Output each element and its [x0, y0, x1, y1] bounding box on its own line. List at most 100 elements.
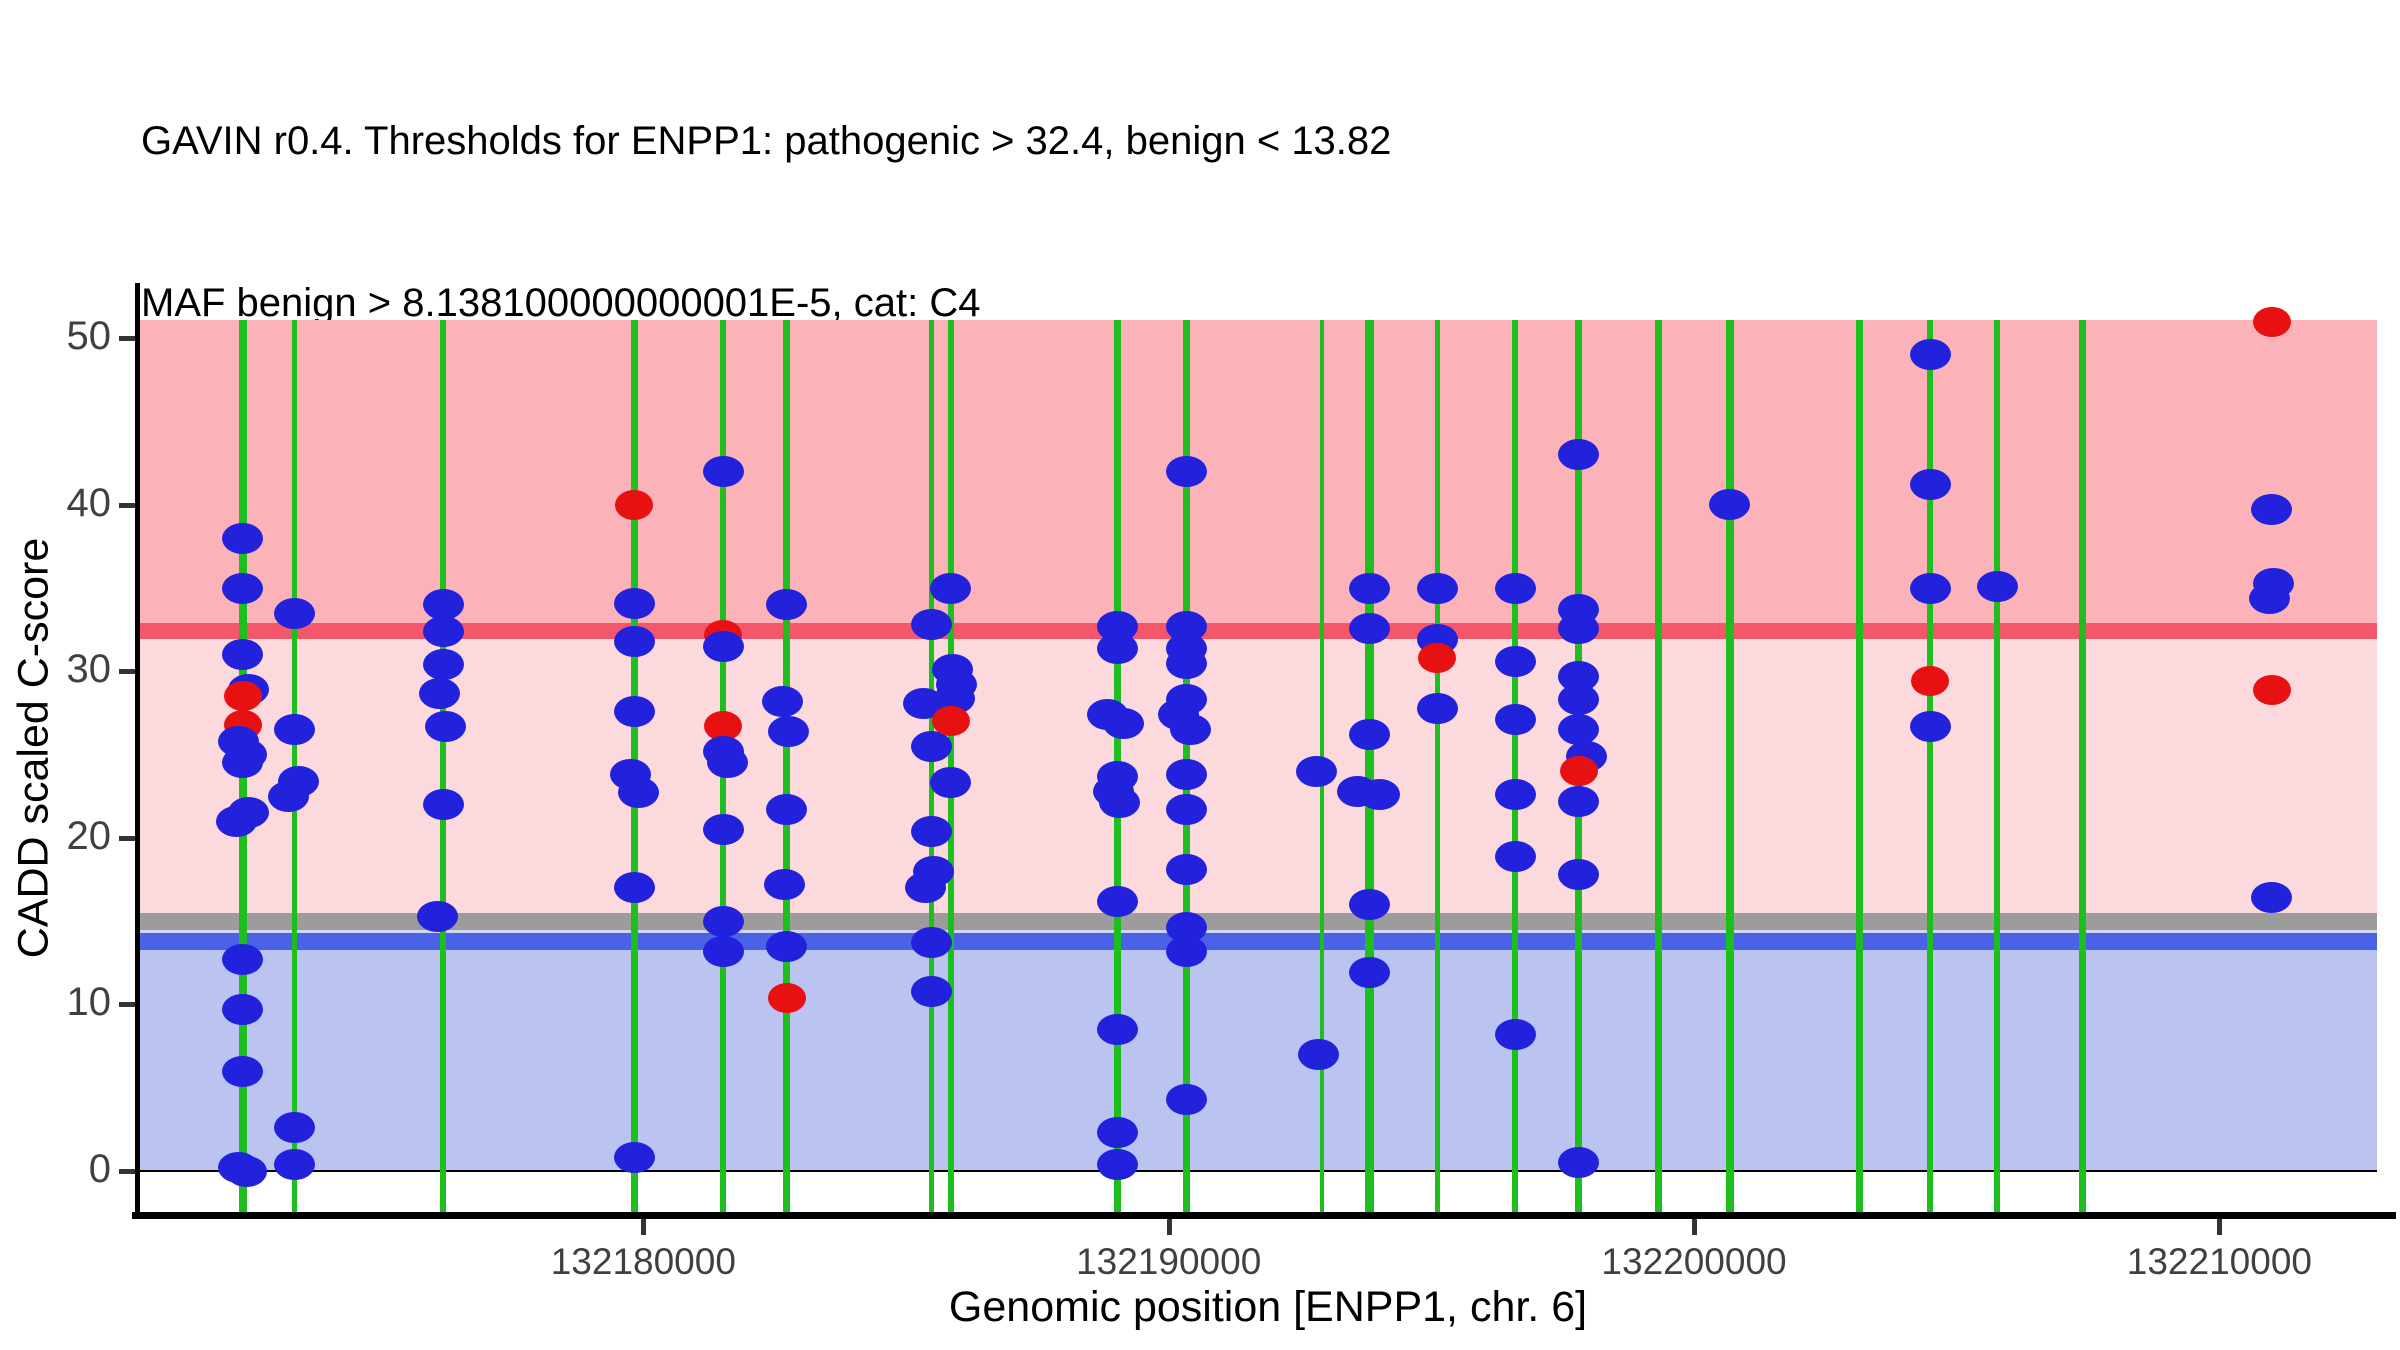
- gnomad-matched-point: [930, 572, 972, 604]
- y-tick-mark: [119, 336, 135, 342]
- gnomad-matched-point: [911, 927, 953, 959]
- exon-line: [929, 320, 935, 1212]
- gnomad-matched-point: [768, 715, 810, 747]
- gnomad-matched-point: [2249, 582, 2291, 614]
- exon-line: [1725, 320, 1734, 1212]
- gnomad-matched-point: [222, 1055, 264, 1087]
- gnomad-matched-point: [1103, 707, 1145, 739]
- y-tick-label: 0: [88, 1147, 111, 1191]
- gnomad-matched-point: [1558, 612, 1600, 644]
- gnomad-matched-point: [422, 789, 464, 821]
- gnomad-matched-point: [613, 587, 655, 619]
- y-tick-label: 20: [66, 813, 112, 858]
- gnomad-matched-point: [1165, 794, 1207, 826]
- gnomad-matched-point: [764, 869, 806, 901]
- y-tick-label: 40: [66, 480, 112, 525]
- gnomad-matched-point: [1348, 889, 1390, 921]
- clinvar-pathogenic-point: [223, 681, 262, 712]
- gnomad-matched-point: [1165, 1083, 1207, 1115]
- gnomad-matched-point: [706, 747, 748, 779]
- gnomad-matched-point: [274, 1112, 316, 1144]
- exon-line: [2078, 320, 2086, 1212]
- y-tick-mark: [119, 835, 135, 841]
- exon-line: [1434, 320, 1440, 1212]
- y-tick-mark: [119, 1002, 135, 1008]
- gnomad-matched-point: [274, 1148, 316, 1180]
- gnomad-matched-point: [1909, 469, 1951, 501]
- gnomad-matched-point: [911, 609, 953, 641]
- gnomad-matched-point: [702, 905, 744, 937]
- gnomad-matched-point: [1558, 859, 1600, 891]
- gnomad-matched-point: [416, 900, 458, 932]
- uncertain-region: [139, 631, 2377, 913]
- gnomad-matched-point: [1976, 570, 2018, 602]
- gnomad-matched-point: [1169, 714, 1211, 746]
- gnomad-matched-point: [766, 794, 808, 826]
- title-line-1: GAVIN r0.4. Thresholds for ENPP1: pathog…: [141, 119, 1392, 163]
- gnomad-matched-point: [2251, 882, 2293, 914]
- exon-line: [947, 320, 954, 1212]
- gnomad-matched-point: [1348, 957, 1390, 989]
- gnomad-matched-point: [1348, 719, 1390, 751]
- gnomad-matched-point: [702, 456, 744, 488]
- gnomad-matched-point: [613, 1142, 655, 1174]
- gnomad-matched-point: [1358, 779, 1400, 811]
- gnomad-matched-point: [1558, 439, 1600, 471]
- gnomad-matched-point: [613, 625, 655, 657]
- gnomad-matched-point: [702, 630, 744, 662]
- exon-line: [440, 320, 447, 1212]
- exon-line: [1364, 320, 1374, 1212]
- y-tick-label: 30: [66, 647, 112, 692]
- gnomad-matched-point: [1558, 785, 1600, 817]
- gnomad-matched-point: [422, 589, 464, 621]
- gnomad-matched-point: [1558, 1147, 1600, 1179]
- gnomad-matched-point: [1494, 645, 1536, 677]
- gnomad-matched-point: [702, 935, 744, 967]
- gnomad-matched-point: [1416, 572, 1458, 604]
- clinvar-pathogenic-point: [767, 982, 806, 1013]
- gnomad-matched-point: [274, 714, 316, 746]
- pathogenic-threshold-line: [139, 623, 2377, 640]
- exon-line: [1994, 320, 2001, 1212]
- y-tick-mark: [119, 1169, 135, 1174]
- gnomad-matched-point: [1165, 456, 1207, 488]
- x-tick-mark: [641, 1219, 647, 1235]
- clinvar-pathogenic-point: [615, 489, 654, 520]
- gnomad-matched-point: [1416, 692, 1458, 724]
- clinvar-pathogenic-point: [1559, 756, 1598, 787]
- gnomad-matched-point: [613, 872, 655, 904]
- gnomad-matched-point: [911, 815, 953, 847]
- exon-line: [1655, 320, 1663, 1212]
- gnomad-matched-point: [1097, 1117, 1139, 1149]
- exon-line: [1856, 320, 1864, 1212]
- gnomad-matched-point: [911, 730, 953, 762]
- benign-threshold-line: [139, 933, 2377, 950]
- gnomad-matched-point: [766, 589, 808, 621]
- y-tick-label: 10: [66, 980, 112, 1025]
- gnomad-matched-point: [1909, 572, 1951, 604]
- gnomad-matched-point: [222, 639, 264, 671]
- x-tick-mark: [1692, 1219, 1698, 1235]
- gnomad-matched-point: [1165, 759, 1207, 791]
- gnomad-matched-point: [1558, 714, 1600, 746]
- gnomad-matched-point: [617, 777, 659, 809]
- gnomad-matched-point: [222, 572, 264, 604]
- gnomad-matched-point: [1097, 885, 1139, 917]
- gnomad-matched-point: [762, 685, 804, 717]
- clinvar-pathogenic-point: [931, 706, 970, 737]
- y-axis-line: [135, 283, 140, 1219]
- x-tick-label: 132200000: [1601, 1241, 1787, 1282]
- benign-region: [139, 933, 2377, 1171]
- gnomad-matched-point: [613, 695, 655, 727]
- gnomad-matched-point: [702, 814, 744, 846]
- gnomad-matched-point: [1909, 710, 1951, 742]
- gnomad-matched-point: [1165, 647, 1207, 679]
- x-axis-line: [132, 1212, 2396, 1219]
- gnomad-matched-point: [1097, 1013, 1139, 1045]
- gnomad-matched-point: [424, 710, 466, 742]
- x-tick-mark: [1166, 1219, 1172, 1235]
- gnomad-matched-point: [422, 649, 464, 681]
- gnomad-matched-point: [1494, 779, 1536, 811]
- gnomad-matched-point: [268, 780, 310, 812]
